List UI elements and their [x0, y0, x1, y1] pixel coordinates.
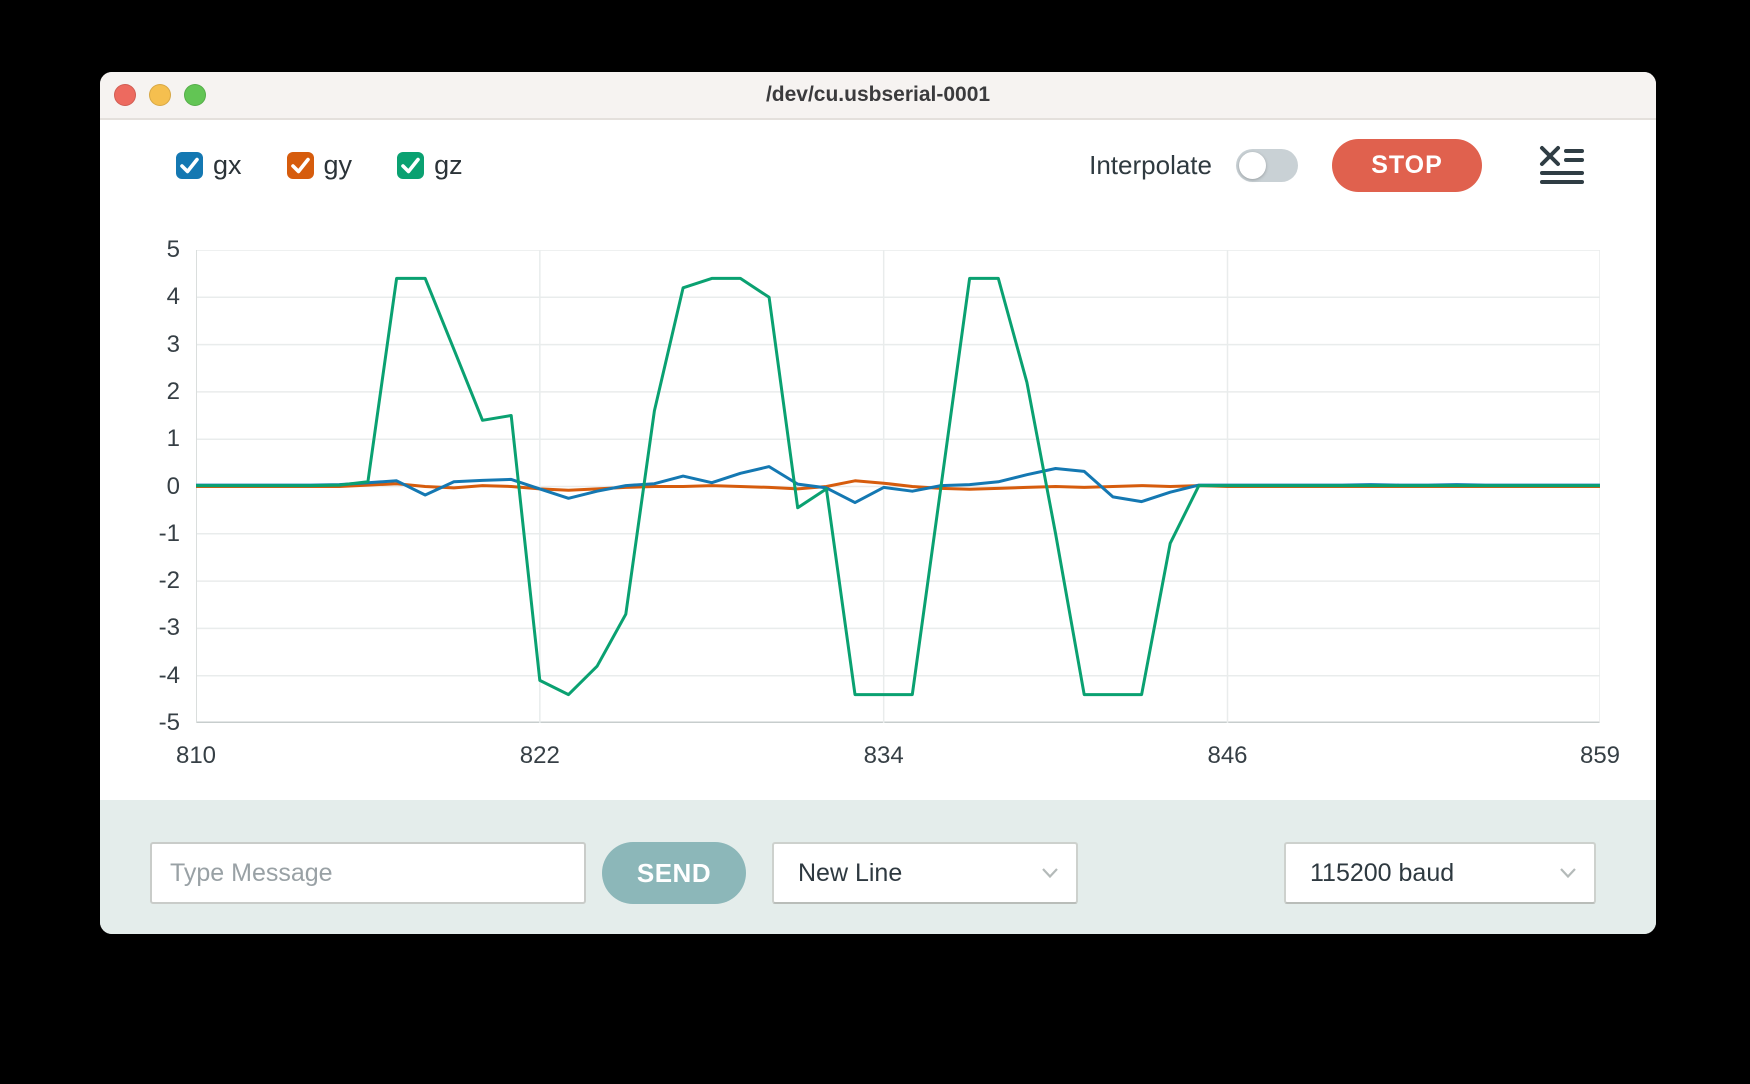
y-tick-label: -3 — [158, 614, 180, 642]
y-tick-label: 3 — [166, 330, 180, 358]
x-tick-label: 846 — [1207, 742, 1248, 769]
clear-log-icon[interactable] — [1538, 145, 1584, 185]
y-tick-label: -5 — [158, 709, 180, 736]
footer-bar: SEND New Line 115200 baud — [100, 800, 1656, 934]
line-ending-value: New Line — [798, 858, 903, 887]
minimize-button[interactable] — [149, 84, 171, 106]
baud-value: 115200 baud — [1310, 858, 1455, 887]
app-window: /dev/cu.usbserial-0001 gx gy — [100, 72, 1656, 934]
y-tick-label: 1 — [166, 425, 180, 453]
legend-item-gx[interactable]: gx — [176, 150, 242, 181]
chart-canvas — [196, 250, 1600, 723]
series-legend: gx gy gz — [176, 150, 463, 181]
zoom-button[interactable] — [184, 84, 206, 106]
y-tick-label: -2 — [158, 567, 180, 595]
interpolate-label: Interpolate — [1089, 149, 1212, 180]
checkbox-checked-icon[interactable] — [397, 151, 425, 179]
y-tick-label: 0 — [166, 472, 180, 500]
baud-select[interactable]: 115200 baud — [1284, 842, 1596, 904]
send-button[interactable]: SEND — [602, 842, 746, 904]
interpolate-toggle[interactable] — [1236, 148, 1298, 182]
toggle-knob — [1239, 151, 1266, 179]
y-tick-label: 2 — [166, 377, 180, 405]
message-input[interactable] — [150, 842, 586, 904]
toolbar-right-group: Interpolate STOP — [1089, 138, 1584, 192]
stop-button[interactable]: STOP — [1332, 138, 1482, 192]
legend-item-gz[interactable]: gz — [397, 150, 463, 181]
y-tick-label: -1 — [158, 519, 180, 547]
y-tick-label: 4 — [166, 283, 180, 311]
chevron-down-icon — [1042, 868, 1058, 878]
x-tick-label: 810 — [175, 742, 217, 769]
y-tick-label: -4 — [158, 661, 180, 689]
legend-item-gy[interactable]: gy — [286, 149, 353, 181]
legend-label: gx — [213, 149, 242, 180]
chevron-down-icon — [1560, 868, 1576, 878]
close-button[interactable] — [114, 84, 136, 106]
window-title: /dev/cu.usbserial-0001 — [765, 83, 991, 106]
traffic-lights — [114, 84, 206, 106]
x-tick-label: 834 — [863, 742, 904, 769]
chart-plot-area — [196, 250, 1600, 723]
line-ending-select[interactable]: New Line — [772, 842, 1078, 904]
toolbar: gx gy gz Interpolate — [100, 120, 1656, 210]
titlebar: /dev/cu.usbserial-0001 — [100, 72, 1656, 120]
legend-label: gz — [434, 149, 463, 180]
x-tick-label: 822 — [519, 742, 560, 769]
x-tick-label: 859 — [1579, 742, 1621, 769]
checkbox-checked-icon[interactable] — [286, 151, 314, 179]
checkbox-checked-icon[interactable] — [176, 151, 203, 179]
series-line-gz — [196, 276, 1600, 697]
y-tick-label: 5 — [166, 236, 180, 263]
legend-label: gy — [323, 149, 353, 180]
